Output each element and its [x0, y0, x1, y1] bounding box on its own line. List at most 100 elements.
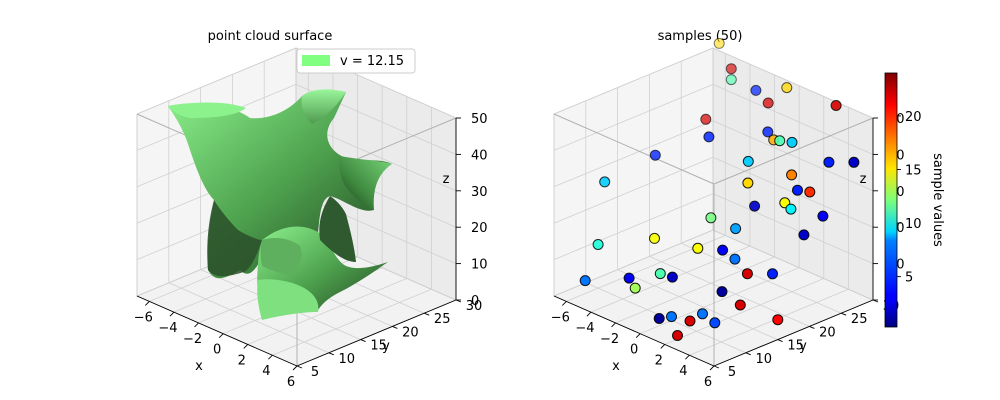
grid-line: [712, 84, 874, 155]
scatter-point: [741, 268, 753, 280]
x-tick-label: −2: [183, 332, 202, 347]
x-tick: [169, 311, 175, 317]
grid-line: [615, 256, 775, 324]
grid-line: [585, 282, 746, 354]
scatter-point: [725, 63, 737, 75]
x-axis-label: x: [612, 359, 620, 374]
x-tick: [709, 365, 715, 371]
scatter-point: [742, 177, 754, 189]
scatter-point: [629, 282, 641, 294]
grid-line: [553, 120, 714, 188]
colorbar-tick-label: 15: [905, 163, 922, 178]
x-tick-label: −6: [551, 310, 570, 325]
z-axis-label: z: [443, 172, 450, 187]
x-tick: [561, 301, 567, 306]
y-tick-label: 25: [851, 312, 868, 327]
x-tick-label: 0: [630, 343, 638, 358]
scatter-point: [767, 268, 778, 280]
scatter-point: [781, 82, 793, 94]
y-tick-label: 10: [756, 352, 773, 367]
scatter-point: [786, 169, 798, 181]
scatter-point: [709, 317, 721, 329]
grid-line: [553, 156, 714, 224]
x-tick-label: −6: [134, 310, 153, 325]
grid-line: [649, 256, 810, 327]
x-tick: [194, 322, 199, 328]
surface-side-fin: [339, 156, 392, 210]
chart-title: point cloud surface: [208, 29, 333, 44]
grid-line: [681, 242, 842, 314]
y-tick: [392, 325, 398, 329]
y-axis-line: [296, 299, 457, 367]
scatter-point: [705, 212, 717, 224]
y-axis-label: y: [382, 339, 390, 354]
grid-line: [272, 288, 432, 356]
y-tick: [809, 325, 815, 329]
y-axis-line: [713, 299, 874, 367]
x-axis-line: [553, 295, 715, 367]
grid-line: [553, 193, 714, 260]
surface-shadow-fold: [319, 196, 356, 262]
grid-line: [553, 47, 714, 115]
scatter-point: [684, 315, 696, 327]
scatter-point: [774, 135, 786, 147]
scatter-point: [653, 313, 665, 324]
x-axis-line: [136, 295, 298, 367]
x-axis-label: x: [195, 359, 203, 374]
y-tick-label: 20: [402, 325, 419, 340]
y-tick-label: 15: [370, 339, 387, 354]
surface-top-lip: [168, 102, 246, 118]
scatter-point: [762, 97, 774, 109]
scatter-point: [786, 136, 798, 148]
y-axis-label: y: [799, 339, 807, 354]
x-tick: [243, 344, 249, 349]
x-tick-label: 2: [655, 353, 663, 368]
scatter-point: [697, 308, 708, 320]
z-tick-label: 20: [471, 221, 488, 236]
chart-title: samples (50): [658, 29, 743, 44]
scatter-point: [798, 229, 810, 241]
scatter-point: [592, 239, 604, 250]
legend-swatch: [302, 55, 330, 66]
box-edge: [553, 113, 715, 185]
z-axis-label: z: [860, 172, 867, 187]
scatter-point: [713, 37, 725, 49]
scatter-point: [817, 210, 829, 222]
scatter-point: [804, 186, 816, 198]
x-tick: [660, 344, 666, 349]
x-tick-label: 2: [238, 353, 246, 368]
colorbar-gradient: [884, 72, 898, 328]
y-tick-label: 15: [787, 339, 804, 354]
x-tick-label: −4: [575, 321, 594, 336]
x-tick-label: 4: [679, 364, 687, 379]
y-tick: [713, 365, 720, 369]
grid-line: [712, 193, 874, 264]
y-tick-label: 5: [311, 365, 319, 380]
x-tick: [685, 354, 690, 360]
scatter-point: [730, 223, 742, 235]
grid-line: [553, 229, 714, 297]
x-tick-label: −2: [600, 332, 619, 347]
grid-line: [712, 47, 874, 119]
colorbar: 5 10 15 20 sample values: [884, 72, 945, 328]
colorbar-label: sample values: [930, 153, 945, 247]
y-tick-label: 25: [434, 312, 451, 327]
isosurface: [168, 89, 392, 320]
x-tick-label: 6: [287, 375, 295, 390]
scatter-panel: samples (50) x y z −6−4−2024651015202530…: [551, 29, 905, 390]
scatter-point: [649, 149, 661, 161]
scatter-point: [579, 275, 591, 287]
surface-inner-shadow: [207, 200, 262, 277]
scatter-point: [700, 113, 712, 125]
x-tick-label: 6: [704, 375, 712, 390]
x-tick-label: −4: [158, 321, 177, 336]
grid-line: [617, 269, 778, 340]
scatter-point: [599, 176, 611, 188]
scatter-point: [729, 253, 741, 265]
x-tick-label: 4: [262, 364, 270, 379]
scatter-point: [762, 126, 774, 138]
x-tick: [635, 333, 641, 339]
colorbar-ticks: 5 10 15 20: [897, 110, 922, 286]
surface-upper-fin: [301, 89, 346, 124]
